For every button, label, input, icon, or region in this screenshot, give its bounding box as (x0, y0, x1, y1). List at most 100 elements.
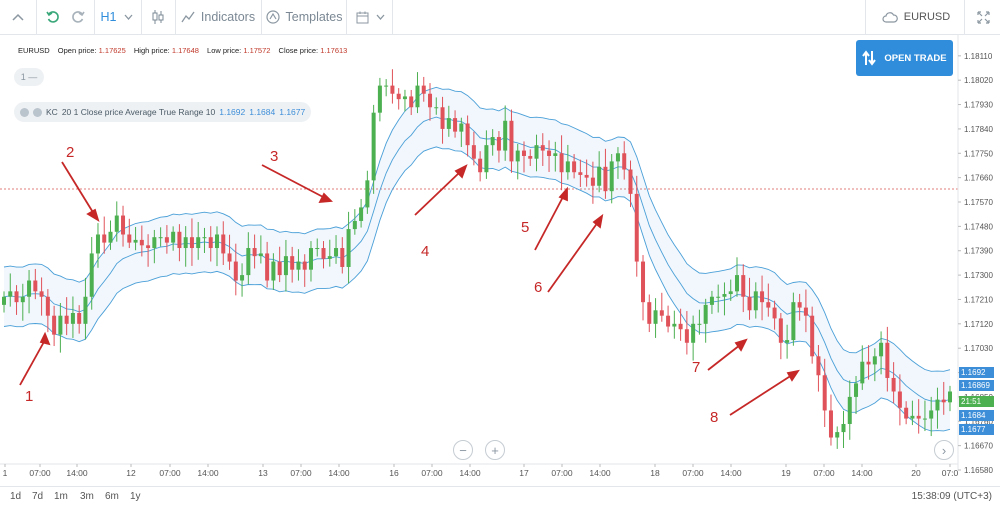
arrowhead-8 (786, 369, 800, 382)
indicator-chip[interactable]: KC 20 1 Close price Average True Range 1… (14, 102, 312, 122)
candle-body (766, 302, 771, 308)
candle-body (421, 85, 426, 94)
time-tick-label: 07:00 (159, 468, 181, 478)
candle-body (208, 237, 213, 249)
candle-body (835, 432, 840, 438)
range-6m[interactable]: 6m (105, 491, 119, 502)
candle-body (133, 239, 138, 243)
candle-body (428, 93, 433, 108)
candle-body (114, 215, 119, 232)
templates-button[interactable]: Templates (264, 0, 344, 34)
candle-body (321, 248, 326, 259)
pane-zoom-chip[interactable]: 1 — (14, 68, 44, 86)
price-tick-label: 1.16760 (964, 417, 993, 426)
symbol-select[interactable]: EURUSD (870, 0, 962, 34)
price-chart[interactable]: 1.18110 1.18020 1.17930 1.17840 1.17750 1.176… (0, 35, 1000, 487)
time-tick-label: 17 (519, 468, 529, 478)
candle-body (854, 383, 859, 397)
close-label: Close price: (278, 46, 319, 55)
high-label: High price: (133, 46, 170, 55)
redo-icon[interactable] (66, 0, 90, 34)
candle-body (415, 85, 420, 108)
cloud-icon (882, 12, 898, 23)
candle-body (822, 375, 827, 411)
candle-body (540, 145, 545, 151)
kc-mid-tag: 1.1684 (959, 410, 994, 421)
candle-body (760, 291, 765, 303)
time-tick-label: 07:00 (290, 468, 312, 478)
candle-body (772, 307, 777, 319)
candle-body (340, 248, 345, 267)
candle-body (402, 96, 407, 100)
indicators-button[interactable]: Indicators (178, 0, 258, 34)
range-1m[interactable]: 1m (54, 491, 68, 502)
candle-body (584, 174, 589, 178)
candle-body (308, 248, 313, 270)
price-tick-label: 1.17390 (964, 247, 993, 256)
plus-icon: + (491, 442, 499, 458)
candle-body (615, 153, 620, 162)
fullscreen-icon[interactable] (966, 0, 1000, 34)
candle-body (215, 234, 220, 249)
candle-body (659, 310, 664, 316)
candle-body (879, 342, 884, 357)
undo-icon[interactable] (40, 0, 66, 34)
candle-body (747, 296, 752, 311)
candle-body (678, 323, 683, 330)
timeframe-select[interactable]: H1 (96, 0, 138, 34)
candle-body (283, 256, 288, 276)
price-tick-label: 1.17210 (964, 295, 993, 304)
zoom-in-button[interactable]: + (485, 440, 505, 460)
candle-body (572, 161, 577, 173)
candle-body (459, 123, 464, 132)
candle-body (127, 234, 132, 243)
candle-body (384, 85, 389, 87)
collapse-chevron-up-icon[interactable] (0, 0, 36, 34)
candlestick-type-icon[interactable] (143, 0, 173, 34)
arrowhead-1 (39, 331, 51, 346)
price-tick-label: 1.16580 (964, 466, 993, 475)
scroll-right-button[interactable]: › (934, 440, 954, 460)
candle-body (246, 248, 251, 276)
arrowhead-7 (734, 338, 748, 352)
open-label: Open price: (57, 46, 97, 55)
zoom-out-button[interactable]: − (453, 440, 473, 460)
range-bar: 1d 7d 1m 3m 6m 1y 15:38:09 (UTC+3) (0, 486, 1000, 507)
annotation-label-2: 2 (66, 144, 75, 161)
range-3m[interactable]: 3m (80, 491, 94, 502)
visibility-icon[interactable] (20, 107, 29, 117)
range-1y[interactable]: 1y (130, 491, 141, 502)
candle-body (716, 296, 721, 298)
candle-body (158, 237, 163, 239)
kc-lower-tag: 1.1677 (959, 424, 994, 435)
price-tick-label: 1.17750 (964, 149, 993, 158)
open-trade-button[interactable]: OPEN TRADE (856, 40, 953, 76)
candle-body (860, 361, 865, 384)
candle-body (603, 166, 608, 192)
calendar-select[interactable] (348, 0, 392, 34)
candle-body (390, 85, 395, 94)
candle-body (396, 93, 401, 100)
candle-body (14, 291, 19, 303)
ohlc-info: EURUSD Open price: 1.17625 High price: 1… (18, 46, 347, 55)
time-tick-label: 14:00 (328, 468, 350, 478)
candle-body (590, 177, 595, 186)
candle-body (503, 120, 508, 151)
time-tick-label: 07:00 (551, 468, 573, 478)
candle-body (709, 296, 714, 305)
keltner-band-fill (4, 87, 950, 431)
annotation-arrow-1 (19, 339, 46, 386)
settings-gear-icon[interactable] (33, 107, 42, 117)
time-tick-label: 14:00 (851, 468, 873, 478)
candle-body (371, 112, 376, 181)
candle-body (83, 296, 88, 324)
time-tick-label: 14:00 (459, 468, 481, 478)
candle-body (240, 275, 245, 281)
keltner-upper-line (3, 86, 951, 372)
range-1d[interactable]: 1d (10, 491, 22, 502)
candle-body (252, 248, 257, 257)
candle-body (95, 234, 100, 254)
range-7d[interactable]: 7d (32, 491, 44, 502)
candle-body (797, 302, 802, 308)
candle-body (465, 123, 470, 146)
